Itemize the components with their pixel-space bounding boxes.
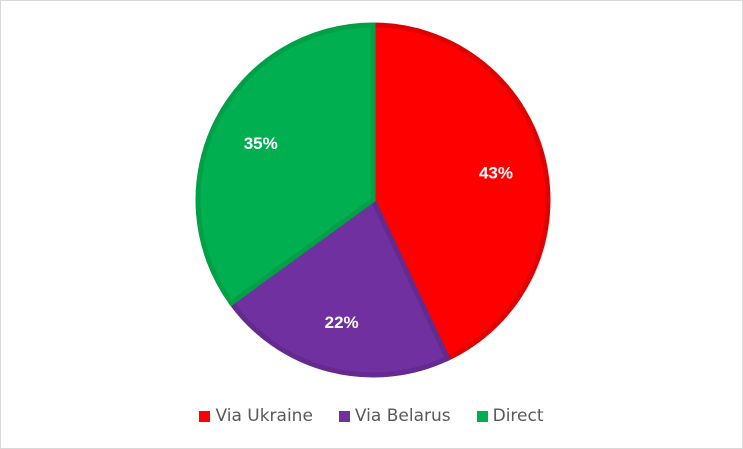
pie-slice-via-ukraine — [370, 22, 551, 362]
legend-item: Via Belarus — [338, 406, 451, 426]
pie-chart: 43% 22% 35% — [195, 22, 551, 378]
legend: Via Ukraine Via Belarus Direct — [1, 406, 742, 426]
legend-item: Via Ukraine — [199, 406, 313, 426]
legend-label: Via Belarus — [354, 406, 451, 426]
legend-item: Direct — [476, 406, 544, 426]
legend-swatch — [338, 410, 350, 422]
data-label: 43% — [479, 164, 513, 183]
legend-label: Direct — [492, 406, 544, 426]
legend-swatch — [476, 410, 488, 422]
legend-label: Via Ukraine — [215, 406, 313, 426]
pie-slice-via-belarus — [227, 196, 451, 378]
pie-slice-direct — [195, 22, 376, 307]
legend-swatch — [199, 410, 211, 422]
data-label: 35% — [244, 134, 278, 153]
data-label: 22% — [325, 313, 359, 332]
